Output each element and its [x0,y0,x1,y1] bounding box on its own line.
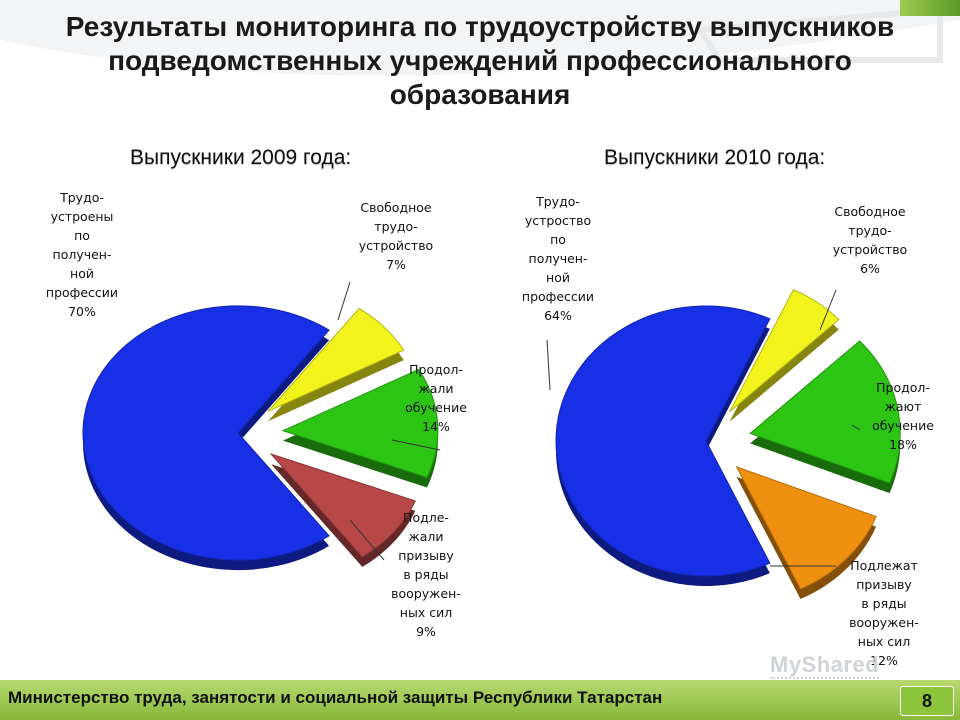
pie-2010-slice-1 [729,289,840,413]
chart-title-2010: Выпускники 2010 года: [604,146,826,169]
pie-2010-label-free: Свободное трудо- устройство 6% [832,204,908,276]
pie-2009-slice-2 [281,368,439,479]
page-number: 8 [900,686,954,716]
leader-line [391,439,441,451]
leader-line [851,424,861,431]
leader-line [349,519,385,561]
pie-2010-label-army: Подлежат призыву в ряды вооружен- ных си… [849,558,919,668]
leader-line [819,289,837,331]
chart-title-2009: Выпускники 2009 года: [130,146,352,169]
footer-bar: Министерство труда, занятости и социальн… [0,680,960,720]
pie-2009-label-study: Продол- жали обучение 14% [405,362,467,434]
leader-line [337,281,351,321]
pie-2010-label-employed: Трудо- устроство по получен- ной професс… [521,194,595,323]
watermark: MyShared [770,652,880,679]
pie-2009-slice-3 [269,453,417,558]
pie-2009-label-army: Подле- жали призыву в ряды вооружен- ных… [391,510,461,639]
pie-2009-slice-0 [82,305,330,561]
pie-2009-label-free: Свободное трудо- устройство 7% [358,200,434,272]
corner-accent [900,0,960,16]
pie-2010-label-study: Продол- жают обучение 18% [872,380,934,452]
leader-line [546,339,551,391]
pie-2010-slice-2 [749,340,901,484]
pie-2010-slice-0 [555,305,771,577]
pie-2009-label-employed: Трудо- устроены по получен- ной професси… [45,190,119,319]
footer-ministry: Министерство труда, занятости и социальн… [8,688,663,707]
slide-title: Результаты мониторинга по трудоустройств… [65,11,895,110]
pie-2010-slice-3 [735,465,877,590]
pie-2009-slice-1 [267,307,405,412]
